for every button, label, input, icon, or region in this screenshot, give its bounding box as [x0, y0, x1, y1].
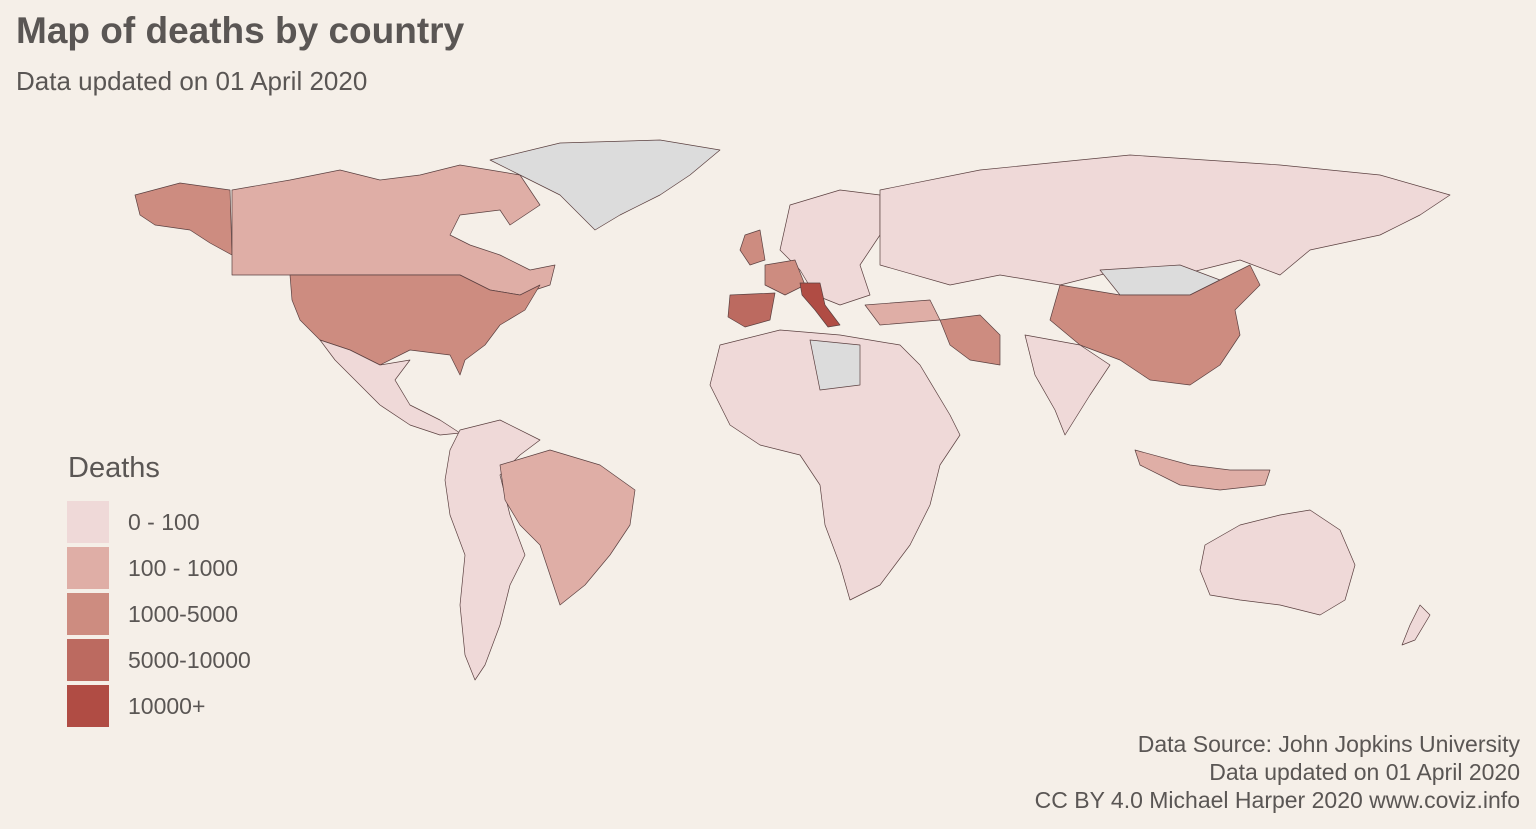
legend-item: 10000+	[66, 683, 251, 729]
country-south-america[interactable]	[444, 419, 541, 681]
country-china[interactable]	[1049, 264, 1261, 386]
country-turkey[interactable]	[864, 299, 941, 326]
country-india[interactable]	[1024, 334, 1111, 436]
legend: Deaths 0 - 100 100 - 1000 1000-5000 5000…	[66, 452, 251, 729]
legend-swatch	[66, 500, 110, 544]
map-title: Map of deaths by country	[16, 10, 465, 51]
legend-swatch	[66, 684, 110, 728]
caption-updated: Data updated on 01 April 2020	[1209, 759, 1520, 785]
country-brazil[interactable]	[499, 449, 636, 606]
caption-license: CC BY 4.0 Michael Harper 2020 www.coviz.…	[1034, 787, 1520, 813]
country-france[interactable]	[764, 259, 806, 296]
legend-swatch	[66, 638, 110, 682]
legend-item: 0 - 100	[66, 499, 251, 545]
legend-label: 1000-5000	[128, 600, 238, 627]
caption: Data Source: John Jopkins University Dat…	[1035, 730, 1520, 814]
country-russia[interactable]	[879, 154, 1451, 286]
map-subtitle: Data updated on 01 April 2020	[16, 66, 368, 96]
world-map	[134, 139, 1451, 681]
legend-item: 1000-5000	[66, 591, 251, 637]
caption-source: Data Source: John Jopkins University	[1137, 731, 1520, 757]
country-uk[interactable]	[739, 229, 766, 266]
legend-title: Deaths	[68, 452, 160, 484]
country-africa[interactable]	[709, 329, 961, 601]
country-mexico[interactable]	[319, 339, 461, 436]
country-italy[interactable]	[799, 282, 841, 328]
country-australia[interactable]	[1199, 509, 1356, 616]
legend-swatch	[66, 546, 110, 590]
country-iran[interactable]	[939, 314, 1001, 366]
country-new-zealand[interactable]	[1401, 604, 1431, 646]
legend-item: 5000-10000	[66, 637, 251, 683]
legend-label: 5000-10000	[128, 646, 251, 673]
country-greenland[interactable]	[489, 139, 721, 231]
legend-swatch	[66, 592, 110, 636]
country-alaska[interactable]	[134, 182, 233, 256]
legend-item: 100 - 1000	[66, 545, 251, 591]
legend-label: 10000+	[128, 692, 206, 719]
country-libya[interactable]	[809, 339, 861, 391]
country-spain[interactable]	[727, 292, 776, 328]
country-indonesia[interactable]	[1134, 449, 1271, 491]
country-us[interactable]	[289, 274, 541, 376]
legend-label: 100 - 1000	[128, 554, 238, 581]
legend-label: 0 - 100	[128, 508, 200, 535]
